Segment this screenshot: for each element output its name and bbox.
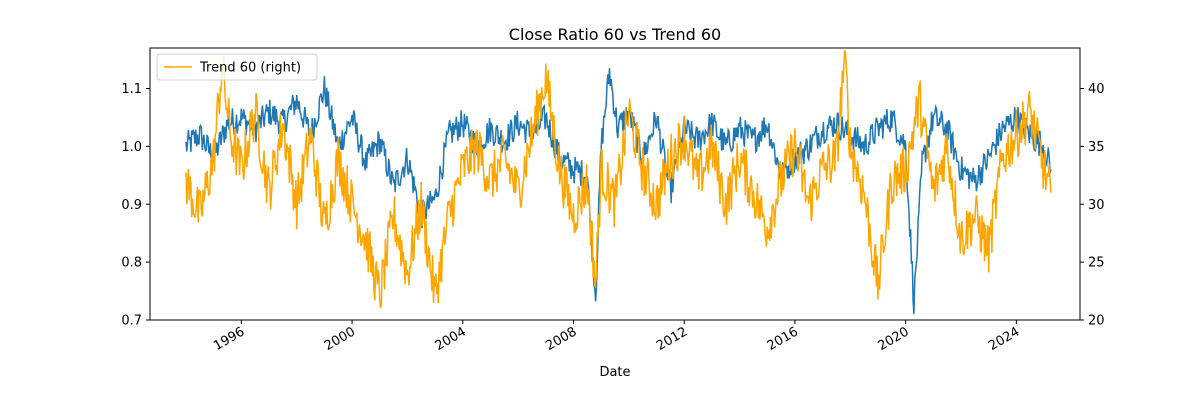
x-axis: 1996 2000 2004 2008 2012 2016 2020 2024: [211, 320, 1022, 354]
x-tick-label: 2004: [433, 324, 469, 354]
right-y-tick-label: 35: [1088, 140, 1105, 155]
plot-area: [149, 47, 1081, 321]
x-tick-label: 2008: [543, 324, 579, 354]
x-tick-label: 2012: [654, 324, 690, 354]
legend-box: [156, 53, 318, 81]
plot-frame: [149, 47, 1081, 321]
x-tick-label: 2016: [765, 324, 801, 354]
right-y-tick-label: 25: [1088, 256, 1105, 271]
legend-label: Trend 60 (right): [199, 61, 301, 76]
right-y-tick-label: 20: [1088, 314, 1105, 329]
left-y-axis: 0.7 0.8 0.9 1.0 1.1: [121, 82, 150, 329]
left-y-tick-label: 0.7: [121, 314, 142, 329]
x-tick-label: 2024: [986, 324, 1022, 354]
right-y-tick-label: 30: [1088, 198, 1105, 213]
legend: Trend 60 (right): [156, 53, 318, 81]
x-axis-title: Date: [599, 365, 630, 380]
right-y-axis: 20 25 30 35 40: [1080, 82, 1105, 329]
x-tick-label: 2020: [875, 324, 911, 354]
left-y-tick-label: 1.0: [121, 140, 142, 155]
trend-60-series: [185, 50, 1052, 309]
right-y-tick-label: 40: [1088, 82, 1105, 97]
x-tick-label: 2000: [322, 324, 358, 354]
left-y-tick-label: 0.9: [121, 198, 142, 213]
trend-60-line: [185, 50, 1052, 309]
x-tick-label: 1996: [211, 324, 247, 354]
left-y-tick-label: 0.8: [121, 256, 142, 271]
chart-title: Close Ratio 60 vs Trend 60: [509, 25, 721, 44]
left-y-tick-label: 1.1: [121, 82, 142, 97]
